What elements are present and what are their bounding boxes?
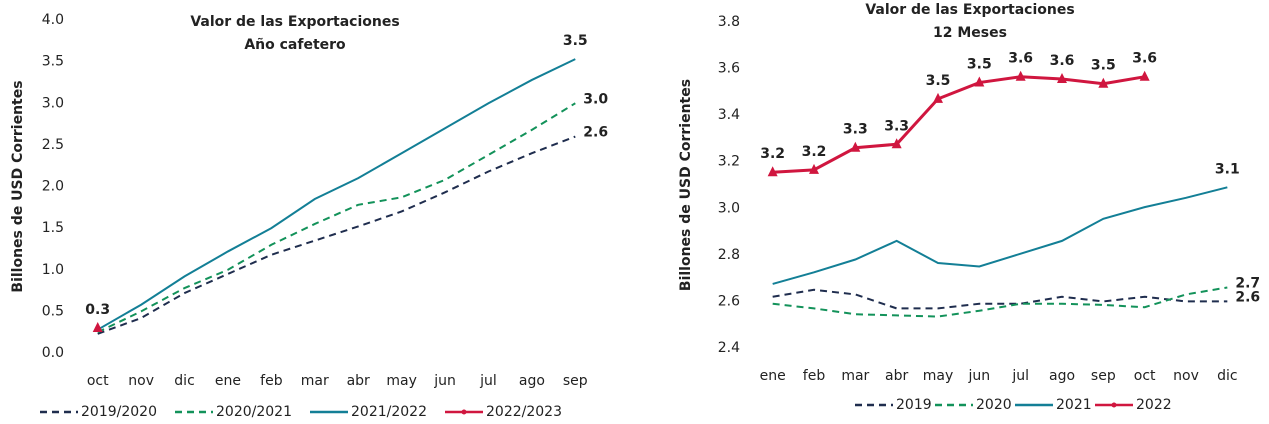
legend-label: 2019 — [896, 397, 932, 413]
legend-label: 2022 — [1136, 397, 1172, 413]
x-tick-label: sep — [563, 373, 588, 389]
series-line — [97, 135, 576, 335]
x-tick-label: feb — [803, 368, 826, 384]
x-tick-label: nov — [128, 373, 154, 389]
legend-label: 2021 — [1056, 397, 1092, 413]
x-tick-label: dic — [1217, 368, 1237, 384]
point-marker — [850, 141, 861, 152]
y-tick-label: 4.0 — [42, 12, 64, 28]
data-label: 3.2 — [802, 144, 827, 160]
x-tick-label: may — [386, 373, 417, 389]
x-tick-label: ene — [215, 373, 241, 389]
legend-label: 2019/2020 — [81, 404, 157, 420]
y-tick-label: 0.5 — [42, 303, 64, 319]
y-tick-label: 2.8 — [718, 247, 740, 263]
y-tick-label: 2.6 — [718, 293, 740, 309]
data-label: 3.6 — [1008, 51, 1033, 67]
x-tick-label: mar — [841, 368, 869, 384]
data-label: 3.5 — [563, 33, 588, 49]
legend-label: 2020/2021 — [216, 404, 292, 420]
series-line — [772, 286, 1228, 318]
x-tick-label: jul — [479, 373, 497, 389]
x-tick-label: jun — [968, 368, 991, 384]
x-tick-label: mar — [301, 373, 329, 389]
data-label: 3.0 — [583, 91, 608, 107]
legend-label: 2022/2023 — [486, 404, 562, 420]
series-line — [772, 75, 1145, 174]
y-tick-label: 3.5 — [42, 54, 64, 70]
point-marker — [1015, 70, 1026, 81]
point-marker — [1057, 73, 1067, 84]
series-line — [97, 102, 576, 334]
chart-title: Valor de las Exportaciones — [190, 14, 399, 30]
y-tick-label: 3.4 — [718, 107, 740, 123]
point-marker — [1098, 77, 1109, 88]
x-tick-label: oct — [87, 373, 109, 389]
y-tick-label: 3.8 — [718, 14, 740, 30]
legend-label: 2020 — [976, 397, 1012, 413]
point-marker — [891, 138, 902, 149]
point-marker — [1139, 70, 1150, 81]
x-tick-label: abr — [347, 373, 370, 389]
y-tick-label: 3.2 — [718, 154, 740, 170]
y-axis-label: Billones de USD Corrientes — [10, 80, 26, 292]
y-tick-label: 0.0 — [42, 345, 64, 361]
point-marker — [933, 92, 943, 103]
x-tick-label: ago — [519, 373, 545, 389]
point-marker — [767, 166, 778, 177]
x-tick-label: abr — [885, 368, 908, 384]
data-label: 3.6 — [1132, 51, 1157, 67]
y-axis-label: Billones de USD Corrientes — [678, 79, 694, 291]
y-tick-label: 2.4 — [718, 340, 740, 356]
data-label: 2.6 — [583, 125, 608, 141]
chart-subtitle: 12 Meses — [933, 25, 1007, 41]
y-tick-label: 3.0 — [718, 200, 740, 216]
point-marker — [92, 322, 103, 333]
data-label: 3.3 — [843, 122, 868, 138]
point-marker — [809, 163, 819, 174]
x-tick-label: feb — [260, 373, 283, 389]
series-line — [772, 186, 1228, 285]
legend-marker — [1111, 402, 1117, 408]
point-marker — [974, 76, 985, 87]
x-tick-label: dic — [174, 373, 194, 389]
data-label: 3.1 — [1215, 161, 1240, 177]
chart-subtitle: Año cafetero — [244, 37, 346, 53]
y-tick-label: 3.6 — [718, 61, 740, 77]
x-tick-label: jun — [433, 373, 456, 389]
data-label: 3.2 — [760, 146, 785, 162]
x-tick-label: ene — [760, 368, 786, 384]
data-label: 3.5 — [926, 73, 951, 89]
x-tick-label: jul — [1011, 368, 1029, 384]
y-tick-label: 1.5 — [42, 220, 64, 236]
y-tick-label: 2.5 — [42, 137, 64, 153]
x-tick-label: ago — [1049, 368, 1075, 384]
x-tick-label: oct — [1134, 368, 1156, 384]
x-tick-label: nov — [1173, 368, 1199, 384]
data-label: 0.3 — [85, 302, 110, 318]
data-label: 2.6 — [1235, 289, 1260, 305]
legend-label: 2021/2022 — [351, 404, 427, 420]
data-label: 3.5 — [1091, 58, 1116, 74]
series-line — [97, 58, 576, 331]
data-label: 3.3 — [884, 118, 909, 134]
data-label: 2.7 — [1235, 275, 1260, 291]
y-tick-label: 2.0 — [42, 179, 64, 195]
y-tick-label: 1.0 — [42, 262, 64, 278]
x-tick-label: may — [923, 368, 954, 384]
y-tick-label: 3.0 — [42, 95, 64, 111]
data-label: 3.6 — [1050, 53, 1075, 69]
chart-title: Valor de las Exportaciones — [865, 2, 1074, 18]
series-line — [772, 288, 1228, 310]
x-tick-label: sep — [1091, 368, 1116, 384]
data-label: 3.5 — [967, 57, 992, 73]
legend-marker — [461, 409, 467, 415]
